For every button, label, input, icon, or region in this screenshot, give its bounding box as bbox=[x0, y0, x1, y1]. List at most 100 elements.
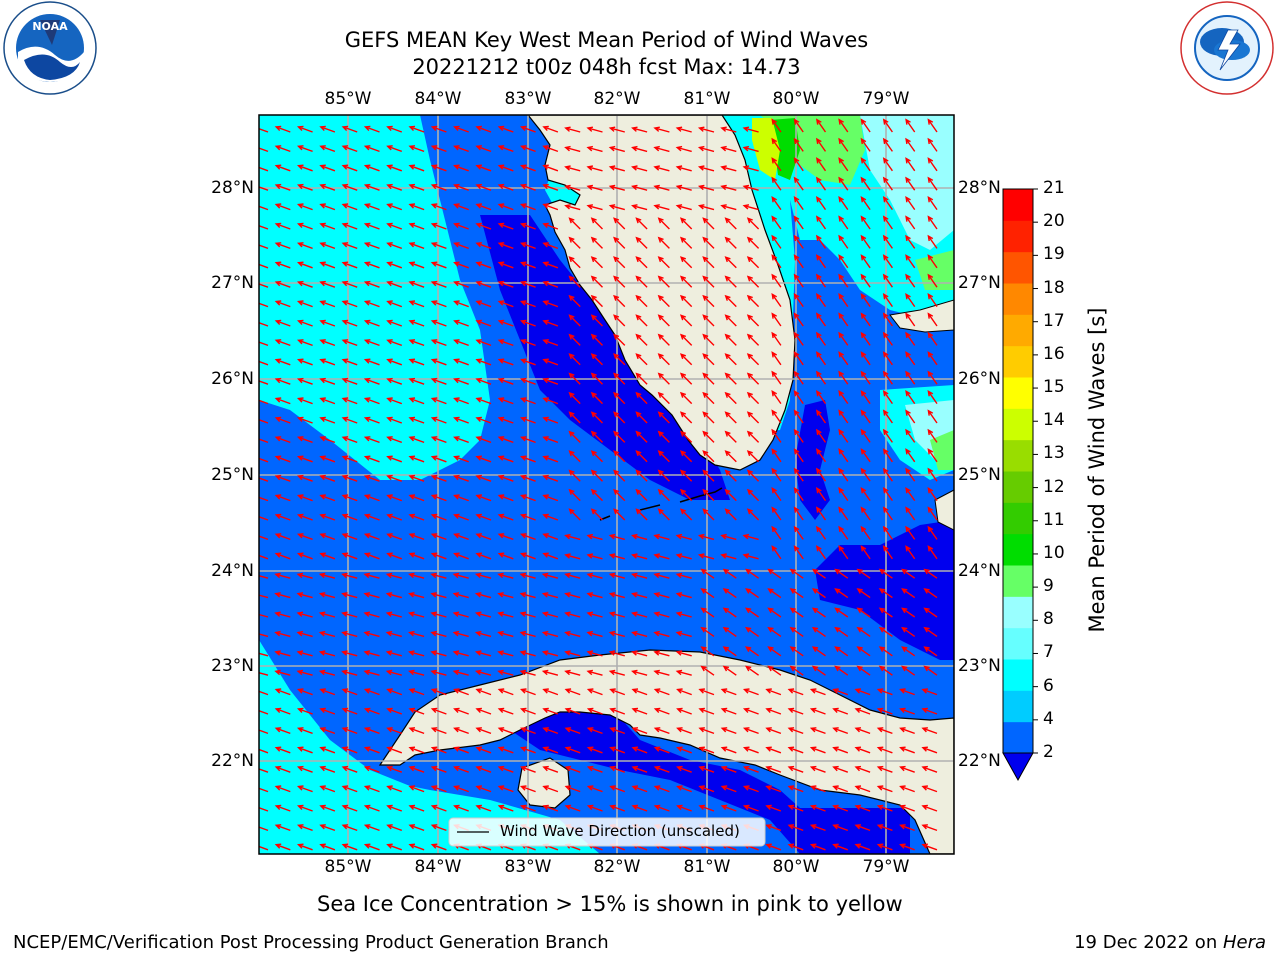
colorbar-tick-label: 16 bbox=[1043, 343, 1065, 364]
wind-wave-arrow bbox=[899, 824, 915, 832]
wind-wave-arrow bbox=[675, 126, 692, 133]
wind-wave-arrow bbox=[259, 575, 269, 579]
lat-label-left: 25°N bbox=[211, 465, 254, 485]
wind-wave-arrow bbox=[746, 372, 760, 385]
wind-wave-arrow bbox=[274, 377, 291, 385]
colorbar-tick-label: 7 bbox=[1043, 642, 1054, 663]
wind-wave-arrow bbox=[497, 164, 514, 172]
wind-wave-arrow bbox=[724, 508, 737, 521]
wind-wave-arrow bbox=[453, 533, 469, 541]
wind-wave-arrow bbox=[927, 215, 938, 230]
wind-wave-arrow bbox=[590, 411, 603, 424]
wind-wave-arrow bbox=[430, 592, 447, 599]
wind-wave-arrow bbox=[608, 592, 625, 599]
wind-wave-arrow bbox=[767, 665, 782, 676]
wind-wave-arrow bbox=[363, 203, 380, 211]
wind-wave-arrow bbox=[519, 513, 536, 521]
wind-wave-arrow bbox=[832, 746, 849, 754]
wind-wave-arrow bbox=[720, 204, 737, 211]
wind-wave-arrow bbox=[927, 118, 938, 133]
wind-wave-arrow bbox=[882, 157, 893, 172]
wind-wave-arrow bbox=[635, 275, 648, 288]
wind-wave-arrow bbox=[765, 843, 782, 851]
wind-wave-arrow bbox=[341, 843, 358, 851]
wind-wave-arrow bbox=[408, 843, 425, 851]
wind-wave-arrow bbox=[259, 690, 269, 696]
wind-wave-arrow bbox=[905, 506, 916, 521]
wind-wave-arrow bbox=[609, 804, 626, 812]
lon-label-top: 80°W bbox=[772, 89, 820, 109]
wind-wave-arrow bbox=[815, 292, 827, 308]
wind-wave-arrow bbox=[905, 118, 916, 133]
wind-wave-arrow bbox=[838, 525, 849, 540]
wind-wave-arrow bbox=[386, 319, 403, 327]
wind-wave-arrow bbox=[815, 195, 827, 211]
wind-wave-arrow bbox=[586, 533, 603, 541]
wind-wave-arrow bbox=[274, 688, 291, 696]
wind-wave-arrow bbox=[519, 242, 536, 250]
wind-wave-arrow bbox=[631, 688, 648, 696]
colorbar-segment bbox=[1003, 314, 1033, 347]
wind-wave-arrow bbox=[542, 183, 559, 191]
wind-wave-arrow bbox=[259, 787, 269, 793]
wind-wave-arrow bbox=[453, 494, 469, 502]
wind-wave-arrow bbox=[564, 572, 581, 579]
wind-wave-arrow bbox=[679, 391, 693, 405]
wind-wave-arrow bbox=[568, 372, 581, 385]
wind-wave-arrow bbox=[815, 137, 827, 152]
wind-wave-arrow bbox=[274, 203, 291, 211]
wind-wave-arrow bbox=[590, 333, 603, 346]
wind-wave-arrow bbox=[452, 669, 469, 676]
wind-wave-arrow bbox=[363, 261, 380, 269]
wind-wave-arrow bbox=[274, 455, 291, 463]
wind-wave-arrow bbox=[586, 572, 603, 579]
wind-wave-arrow bbox=[657, 391, 670, 405]
wind-wave-arrow bbox=[657, 333, 670, 346]
wind-wave-arrow bbox=[720, 765, 737, 773]
wind-wave-arrow bbox=[809, 707, 826, 715]
wind-wave-arrow bbox=[882, 292, 893, 308]
wind-wave-arrow bbox=[452, 572, 469, 579]
wind-wave-arrow bbox=[542, 145, 559, 153]
wind-wave-arrow bbox=[765, 727, 782, 735]
wind-wave-arrow bbox=[635, 217, 648, 230]
wind-wave-arrow bbox=[613, 333, 626, 346]
footer-date-text: 19 Dec 2022 on bbox=[1074, 932, 1223, 953]
wind-wave-arrow bbox=[274, 592, 291, 599]
wind-wave-arrows bbox=[259, 118, 938, 851]
wind-wave-arrow bbox=[771, 409, 782, 424]
wind-wave-arrow bbox=[341, 533, 358, 541]
wind-wave-arrow bbox=[746, 411, 760, 424]
wind-wave-arrow bbox=[363, 436, 380, 444]
wind-wave-arrow bbox=[385, 630, 402, 638]
wind-wave-arrow bbox=[259, 516, 269, 521]
wind-wave-arrow bbox=[542, 280, 559, 288]
wind-wave-arrow bbox=[363, 746, 380, 754]
wind-wave-arrow bbox=[386, 183, 403, 191]
wind-wave-arrow bbox=[259, 826, 269, 832]
wind-wave-arrow bbox=[832, 688, 849, 696]
wind-wave-arrow bbox=[905, 525, 916, 540]
wind-wave-arrow bbox=[905, 351, 916, 366]
wind-wave-arrow bbox=[927, 312, 938, 327]
wind-wave-arrow bbox=[809, 688, 826, 696]
lat-label-left: 26°N bbox=[211, 369, 254, 389]
wind-wave-arrow bbox=[564, 611, 581, 618]
wind-wave-arrow bbox=[519, 164, 536, 172]
wind-wave-arrow bbox=[927, 486, 938, 502]
wind-wave-arrow bbox=[793, 545, 804, 560]
wind-wave-arrow bbox=[787, 785, 804, 793]
wind-wave-arrow bbox=[793, 351, 804, 366]
wind-wave-arrow bbox=[363, 611, 380, 618]
wind-wave-arrow bbox=[296, 261, 313, 269]
wind-wave-arrow bbox=[259, 729, 269, 735]
wind-wave-arrow bbox=[408, 650, 425, 657]
lon-label-top: 83°W bbox=[504, 89, 552, 109]
wind-wave-arrow bbox=[838, 409, 849, 424]
wind-wave-arrow bbox=[860, 312, 871, 327]
wind-wave-arrow bbox=[341, 592, 358, 599]
wind-wave-arrow bbox=[318, 592, 336, 599]
wind-wave-arrow bbox=[341, 377, 358, 385]
wind-wave-arrow bbox=[586, 785, 603, 793]
wind-wave-arrow bbox=[519, 688, 536, 696]
